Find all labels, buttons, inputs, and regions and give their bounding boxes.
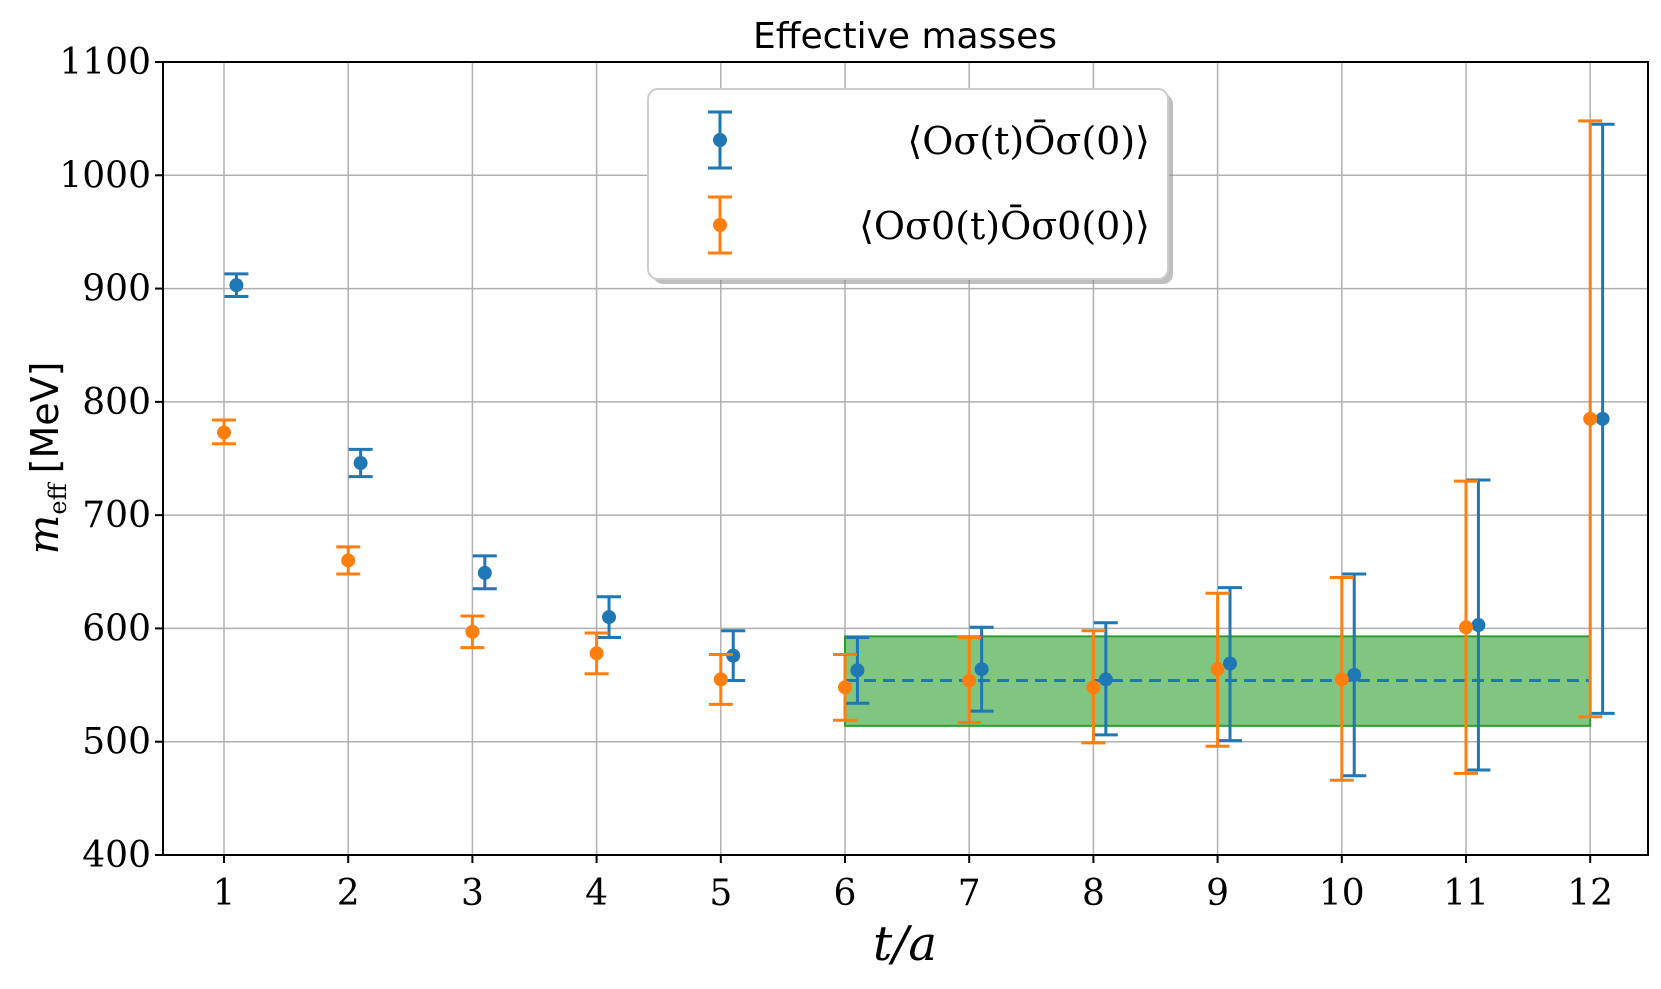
x-tick-label: 10 xyxy=(1319,873,1365,914)
data-point xyxy=(974,662,989,677)
data-point xyxy=(726,648,741,663)
data-point xyxy=(713,672,728,687)
x-tick-label: 8 xyxy=(1082,873,1105,914)
data-point xyxy=(1210,662,1225,677)
data-point xyxy=(962,673,977,688)
y-axis-label-symbol: m xyxy=(19,515,68,555)
y-tick-label: 1000 xyxy=(59,155,151,196)
data-point xyxy=(1223,656,1238,671)
data-point xyxy=(341,553,356,568)
y-axis-label-subscript: eff xyxy=(44,481,72,514)
legend-marker xyxy=(713,218,727,232)
x-tick-label: 3 xyxy=(461,873,484,914)
x-tick-label: 1 xyxy=(213,873,236,914)
series-1 xyxy=(224,122,1615,778)
data-point xyxy=(1347,667,1362,682)
legend-label: ⟨Oσ0(t)Ōσ0(0)⟩ xyxy=(859,204,1150,248)
data-point xyxy=(477,565,492,580)
x-tick-label: 7 xyxy=(958,873,981,914)
data-point xyxy=(602,610,617,625)
data-point xyxy=(1098,672,1113,687)
x-tick-label: 6 xyxy=(834,873,857,914)
x-axis-ticks: 1 2 3 4 5 6 7 8 9 10 11 12 xyxy=(213,855,1613,914)
data-point xyxy=(850,663,865,678)
y-axis-ticks: 400 500 600 700 800 900 1000 1100 xyxy=(59,42,163,876)
data-point xyxy=(1334,672,1349,687)
y-tick-label: 600 xyxy=(82,608,151,649)
x-tick-label: 11 xyxy=(1443,873,1489,914)
legend: ⟨Oσ(t)Ōσ(0)⟩ ⟨Oσ0(t)Ōσ0(0)⟩ xyxy=(647,88,1173,284)
x-tick-label: 12 xyxy=(1567,873,1613,914)
y-tick-label: 700 xyxy=(82,495,151,536)
legend-label: ⟨Oσ(t)Ōσ(0)⟩ xyxy=(907,119,1150,163)
y-tick-label: 400 xyxy=(82,835,151,876)
data-series xyxy=(212,119,1615,782)
x-tick-label: 9 xyxy=(1206,873,1229,914)
data-point xyxy=(1583,411,1598,426)
data-point xyxy=(1595,411,1610,426)
data-point xyxy=(589,646,604,661)
y-axis-label: meff [MeV] xyxy=(19,362,72,555)
x-tick-label: 5 xyxy=(709,873,732,914)
svg-text:meff[MeV]: meff [MeV] xyxy=(19,362,72,555)
x-tick-label: 2 xyxy=(337,873,360,914)
data-point xyxy=(217,425,231,440)
legend-box xyxy=(647,88,1169,280)
data-point xyxy=(1471,618,1486,633)
chart-title: Effective masses xyxy=(753,16,1057,57)
data-point xyxy=(1086,680,1101,695)
data-point xyxy=(1459,620,1473,635)
y-tick-label: 800 xyxy=(82,382,151,423)
data-point xyxy=(838,680,852,695)
y-tick-label: 900 xyxy=(82,269,151,310)
plot-frame xyxy=(162,61,1649,856)
data-point xyxy=(353,456,368,471)
legend-marker xyxy=(713,133,727,147)
data-point xyxy=(465,624,480,639)
y-tick-label: 1100 xyxy=(59,42,151,83)
y-axis-label-unit: [MeV] xyxy=(23,362,67,474)
x-tick-label: 4 xyxy=(585,873,608,914)
series-2 xyxy=(212,119,1603,782)
data-point xyxy=(229,278,244,293)
x-axis-label: t/a xyxy=(873,916,937,972)
y-tick-label: 500 xyxy=(82,722,151,763)
